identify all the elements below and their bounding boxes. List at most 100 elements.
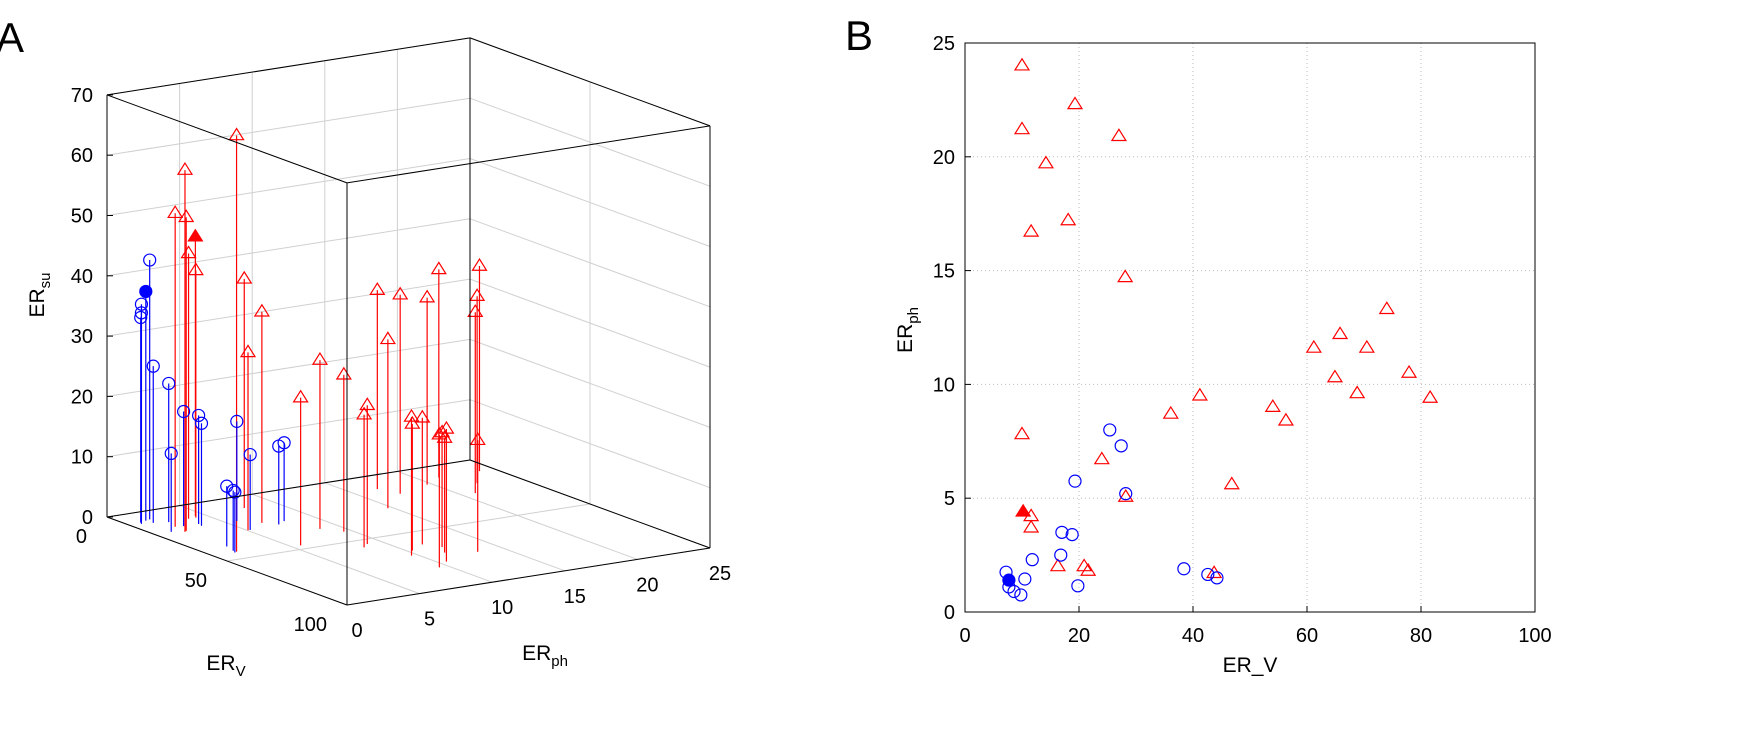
- plot-frame: [964, 42, 1536, 613]
- marker-triangles: [359, 397, 376, 411]
- marker-circles: [272, 439, 286, 453]
- y-tick-label: 5: [944, 488, 955, 510]
- marker-triangles: [1264, 399, 1281, 412]
- marker-triangles: [1277, 412, 1294, 426]
- marker-triangles: [1378, 301, 1395, 315]
- y-tick-label: 10: [491, 597, 513, 619]
- marker-triangles: [438, 420, 455, 434]
- marker-triangles: [228, 127, 245, 141]
- marker-circles: [228, 485, 242, 499]
- grid-line-z-left: [106, 218, 471, 277]
- x-tick-label: 80: [1410, 625, 1432, 647]
- marker-circles: [1103, 423, 1117, 437]
- axes-box-edge: [469, 37, 711, 127]
- y-tick-label: 15: [933, 261, 955, 283]
- z-tick-label: 20: [71, 386, 93, 408]
- x-tick-label: 50: [185, 570, 207, 592]
- marker-triangles: [236, 270, 253, 284]
- marker-circles: [1007, 584, 1021, 599]
- x-tick-label: 100: [1518, 625, 1551, 647]
- marker-triangles: [1223, 476, 1240, 490]
- marker-triangles: [1049, 558, 1066, 572]
- marker-circles: [134, 297, 149, 311]
- marker-triangles: [253, 303, 270, 317]
- marker-circles: [1177, 562, 1191, 576]
- marker-triangles: [167, 205, 184, 219]
- x-tick-label: 0: [76, 526, 87, 548]
- x-tick-label: 0: [959, 625, 970, 647]
- marker-triangles: [311, 351, 329, 365]
- axes-box-edge: [346, 547, 711, 606]
- marker-circles: [1210, 571, 1224, 585]
- x-tick-label: 100: [294, 614, 327, 636]
- z-tick-label: 0: [82, 507, 93, 529]
- marker-triangles: [1162, 405, 1179, 419]
- marker-triangles: [430, 261, 447, 275]
- grid-line-z-left: [106, 158, 471, 216]
- marker-circles: [164, 446, 178, 461]
- panel-label-b: B: [845, 12, 873, 59]
- marker-triangles: [239, 344, 257, 358]
- panel-b-scatter-plot: 0 20 40 60 80 100 0 5 10 15 20 25 ER_V ERph: [894, 33, 1552, 677]
- marker-triangles: [379, 331, 396, 345]
- marker-triangles: [404, 415, 421, 429]
- z-tick-label: 50: [71, 206, 93, 228]
- marker-circles: [162, 376, 176, 391]
- marker-triangle-highlight: [187, 228, 204, 242]
- marker-triangles: [471, 257, 488, 271]
- marker-triangles: [1349, 385, 1366, 399]
- marker-triangles: [1037, 155, 1055, 169]
- y-tick-label: 0: [944, 602, 955, 624]
- axes-box-edge: [106, 94, 348, 184]
- y-tick-label: 20: [933, 147, 955, 169]
- marker-circles: [1014, 588, 1028, 602]
- z-tick-label: 70: [71, 85, 93, 107]
- marker-circles: [1071, 579, 1085, 593]
- marker-triangles: [292, 389, 309, 403]
- y-tick-label: 15: [564, 586, 586, 608]
- marker-circles: [143, 253, 157, 267]
- x-tick-label: 40: [1182, 625, 1204, 647]
- marker-triangles: [467, 304, 484, 318]
- marker-triangles: [403, 408, 420, 422]
- marker-triangles: [431, 426, 448, 440]
- y-tick-label: 25: [709, 563, 731, 585]
- marker-triangles: [419, 289, 436, 303]
- marker-triangles: [1013, 426, 1031, 440]
- axes-box-edge: [106, 516, 348, 606]
- grid-line-z-left: [106, 338, 471, 397]
- marker-triangles: [1093, 451, 1110, 465]
- marker-triangles: [433, 424, 451, 438]
- y-tick-label: 20: [636, 574, 658, 596]
- y-tick-label: 0: [351, 620, 362, 642]
- marker-circles: [1025, 553, 1039, 567]
- marker-circles: [146, 359, 160, 373]
- z-axis-label: ERsu: [26, 272, 54, 317]
- marker-circles: [194, 416, 209, 430]
- marker-triangles: [1023, 223, 1040, 237]
- marker-circles: [177, 404, 191, 419]
- marker-triangles: [469, 288, 486, 302]
- marker-triangles: [469, 432, 486, 446]
- y-tick-label: 5: [424, 609, 435, 631]
- marker-triangles: [1400, 364, 1418, 378]
- marker-triangles: [392, 286, 409, 300]
- marker-circle-highlight: [139, 284, 153, 299]
- marker-triangles: [1331, 326, 1349, 340]
- grid-line-v-floor: [226, 503, 591, 562]
- marker-triangles: [1066, 96, 1084, 110]
- marker-circles: [1054, 548, 1068, 562]
- y-axis-label: ERph: [522, 642, 568, 670]
- marker-circles: [1201, 567, 1215, 582]
- marker-triangles: [436, 429, 453, 443]
- x-axis-label: ERV: [206, 652, 245, 680]
- panel-a-3d-stem-plot: 0 10 20 30 40 50 60 70 0 50 100 0 5 10 15 20 25 ERV ERph ER…: [26, 37, 731, 680]
- z-tick-label: 60: [71, 145, 93, 167]
- marker-triangles: [356, 406, 373, 420]
- grid-line-z-left: [106, 97, 471, 156]
- marker-circles: [1119, 487, 1133, 501]
- y-axis-label: ERph: [894, 307, 922, 353]
- grid-line-z-left: [106, 399, 471, 458]
- marker-triangles: [369, 282, 386, 295]
